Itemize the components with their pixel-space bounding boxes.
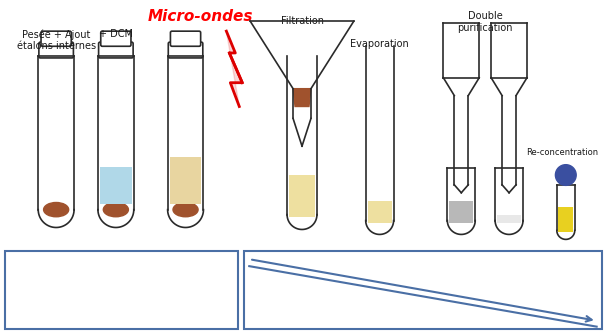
Polygon shape bbox=[447, 220, 475, 234]
Polygon shape bbox=[168, 56, 203, 209]
Text: Volume: Volume bbox=[256, 261, 302, 271]
Bar bbox=[289, 175, 315, 216]
Text: Evaporation: Evaporation bbox=[350, 39, 409, 49]
Polygon shape bbox=[557, 185, 575, 230]
Text: Re-concentration: Re-concentration bbox=[526, 148, 599, 157]
Polygon shape bbox=[287, 56, 317, 214]
Polygon shape bbox=[502, 96, 516, 185]
Polygon shape bbox=[454, 185, 468, 193]
Polygon shape bbox=[250, 21, 354, 89]
Polygon shape bbox=[293, 119, 311, 146]
Polygon shape bbox=[98, 209, 134, 227]
Polygon shape bbox=[365, 220, 393, 234]
Bar bbox=[100, 167, 132, 204]
FancyBboxPatch shape bbox=[168, 42, 203, 58]
FancyBboxPatch shape bbox=[101, 31, 131, 46]
Polygon shape bbox=[491, 23, 527, 78]
FancyBboxPatch shape bbox=[98, 42, 133, 58]
Polygon shape bbox=[365, 46, 393, 220]
Text: Extraction par micro-onde
assistée: Extraction par micro-onde assistée bbox=[40, 279, 203, 301]
Polygon shape bbox=[168, 209, 203, 227]
Text: Filtration: Filtration bbox=[280, 16, 324, 26]
Bar bbox=[449, 201, 473, 222]
Polygon shape bbox=[495, 220, 523, 234]
Polygon shape bbox=[557, 230, 575, 239]
Polygon shape bbox=[443, 78, 479, 96]
Polygon shape bbox=[293, 89, 311, 107]
FancyBboxPatch shape bbox=[39, 42, 73, 58]
FancyBboxPatch shape bbox=[41, 31, 71, 46]
Text: Double
purification: Double purification bbox=[458, 11, 513, 33]
Polygon shape bbox=[38, 56, 74, 209]
Polygon shape bbox=[38, 209, 74, 227]
Polygon shape bbox=[502, 185, 516, 193]
Bar bbox=[368, 201, 392, 222]
Bar bbox=[169, 157, 202, 204]
Circle shape bbox=[555, 165, 576, 185]
Bar bbox=[558, 207, 573, 232]
Polygon shape bbox=[98, 56, 134, 209]
Polygon shape bbox=[293, 89, 311, 119]
Ellipse shape bbox=[44, 203, 69, 217]
Polygon shape bbox=[495, 168, 523, 220]
Text: Concentration: Concentration bbox=[505, 307, 594, 317]
Polygon shape bbox=[226, 31, 242, 107]
Text: + DCM: + DCM bbox=[99, 29, 133, 39]
Bar bbox=[244, 251, 602, 329]
Polygon shape bbox=[454, 96, 468, 185]
Polygon shape bbox=[287, 214, 317, 229]
Polygon shape bbox=[443, 23, 479, 78]
Polygon shape bbox=[447, 168, 475, 220]
Ellipse shape bbox=[173, 203, 198, 217]
Text: Pesée + Ajout
étalons internes: Pesée + Ajout étalons internes bbox=[16, 29, 96, 51]
Bar bbox=[5, 251, 239, 329]
FancyBboxPatch shape bbox=[171, 31, 201, 46]
Bar bbox=[497, 214, 521, 222]
Ellipse shape bbox=[103, 203, 129, 217]
Polygon shape bbox=[491, 78, 527, 96]
Text: Micro-ondes: Micro-ondes bbox=[148, 9, 253, 24]
